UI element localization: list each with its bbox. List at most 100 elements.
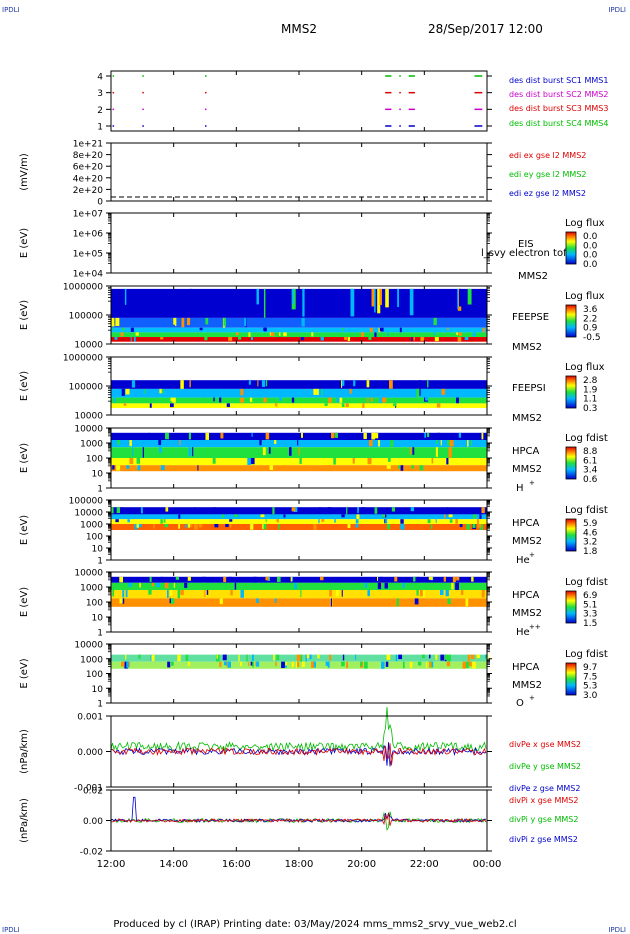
spectrogram-streak: [116, 507, 120, 513]
spectrogram-streak: [301, 317, 305, 327]
spectrogram-streak: [471, 576, 474, 582]
spectrogram-streak: [128, 661, 131, 667]
ylabel: E (eV): [19, 658, 30, 688]
spectrogram-streak: [467, 654, 470, 662]
colorbar-tick: 0.0: [583, 241, 598, 251]
spectrogram-streak: [180, 380, 184, 389]
spectrogram-streak: [447, 327, 449, 331]
spectrogram-streak: [399, 327, 402, 333]
ylabel: E (eV): [19, 300, 30, 330]
date-title: 28/Sep/2017 12:00: [428, 22, 543, 36]
spectrogram-streak: [427, 380, 429, 388]
spectrogram-streak: [377, 288, 381, 314]
spectrogram-streak: [276, 654, 280, 661]
spectrogram-streak: [219, 661, 222, 668]
spectrogram-streak: [396, 598, 399, 607]
ytick-label: 10000: [74, 641, 103, 651]
spectrogram-streak: [114, 337, 118, 340]
spectrogram-streak: [440, 654, 444, 661]
spectrogram-band: [111, 288, 487, 318]
spectrogram-streak: [137, 465, 141, 471]
spectrogram-streak: [240, 590, 244, 598]
spectrogram-streak: [274, 440, 277, 444]
ytick-label: 100: [86, 599, 103, 609]
spectrogram-streak: [467, 440, 469, 447]
ytick-label: 0.00: [83, 817, 103, 827]
spectrogram-streak: [112, 590, 115, 597]
spectrogram-streak: [187, 576, 191, 581]
spectrogram-streak: [301, 432, 303, 438]
xtick-label: 12:00: [97, 859, 126, 870]
corner-tag-bottom-right: IPDLI: [608, 926, 626, 934]
spectrogram-streak: [169, 388, 171, 395]
spacecraft-label: MMS2: [512, 536, 542, 547]
spectrogram-streak: [131, 380, 136, 388]
spectrogram-streak: [412, 447, 415, 455]
spectrogram-streak: [142, 447, 144, 458]
spectrogram-streak: [460, 590, 464, 596]
spectrogram-streak: [468, 661, 472, 667]
spectrogram-streak: [318, 507, 321, 514]
spectrogram-streak: [374, 332, 377, 337]
ytick-label: 1e+21: [73, 140, 103, 150]
spectrogram-streak: [417, 576, 419, 581]
spectrogram-band: [111, 465, 487, 472]
colorbar-tick: 3.2: [583, 538, 597, 548]
spectrogram-streak: [165, 432, 169, 440]
spectrogram-streak: [342, 654, 345, 661]
ytick-label: 4: [97, 73, 103, 83]
series-line: [110, 796, 487, 823]
spectrogram-streak: [343, 582, 346, 590]
spectrogram-streak: [325, 661, 329, 666]
spectrogram-streak: [385, 519, 388, 524]
spectrogram-streak: [424, 432, 426, 438]
panel-eis: 1e+07 1e+06 1e+05 1e+04 E (eV) EIS MMS2 l_svy e…: [19, 210, 605, 283]
spectrogram-streak: [230, 590, 233, 596]
spectrogram-streak: [466, 524, 470, 530]
spectrogram-streak: [472, 514, 477, 519]
spectrogram-streak: [470, 654, 475, 660]
species-label: H: [516, 483, 524, 494]
spectrogram-streak: [458, 432, 461, 438]
spectrogram-streak: [156, 582, 160, 588]
spectrogram-streak: [128, 582, 132, 587]
charge-label: +: [529, 694, 535, 702]
spectrogram-streak: [240, 397, 245, 403]
spectrogram-streak: [223, 576, 227, 583]
spectrogram-streak: [250, 458, 255, 465]
spectrogram-streak: [268, 447, 271, 454]
colorbar-tick: 1.9: [583, 385, 598, 395]
spectrogram-streak: [443, 514, 446, 519]
spectrogram-streak: [397, 288, 400, 308]
spectrogram-streak: [381, 661, 385, 669]
spectrogram-streak: [398, 654, 403, 660]
spectrogram-streak: [319, 576, 324, 581]
spectrogram-streak: [134, 524, 138, 530]
spectrogram-streak: [346, 507, 348, 515]
spectrogram-streak: [441, 388, 446, 395]
spectrogram-streak: [205, 317, 209, 325]
legend-entry: des dist burst SC2 MMS2: [509, 90, 608, 99]
spectrogram-streak: [291, 288, 294, 305]
spectrogram-streak: [225, 524, 229, 528]
spectrogram-streak: [140, 507, 143, 514]
spectrogram-streak: [467, 288, 472, 305]
spectrogram-streak: [472, 661, 476, 669]
spectrogram-streak: [164, 524, 169, 528]
ytick-label: 3: [97, 89, 103, 99]
spectrogram-streak: [188, 447, 192, 457]
spectrogram-streak: [112, 465, 115, 470]
spectrogram-streak: [482, 327, 485, 333]
ytick-label: 2: [97, 106, 103, 116]
spectrogram-streak: [240, 388, 244, 396]
spectrogram-streak: [214, 388, 218, 394]
spectrogram-streak: [300, 590, 302, 598]
spectrogram-streak: [295, 661, 298, 668]
spectrogram-streak: [259, 440, 262, 446]
spectrogram-streak: [357, 507, 359, 514]
spectrogram-streak: [386, 654, 391, 660]
spectrogram-streak: [321, 388, 323, 396]
spectrogram-streak: [276, 576, 281, 582]
spectrogram-streak: [385, 661, 389, 667]
